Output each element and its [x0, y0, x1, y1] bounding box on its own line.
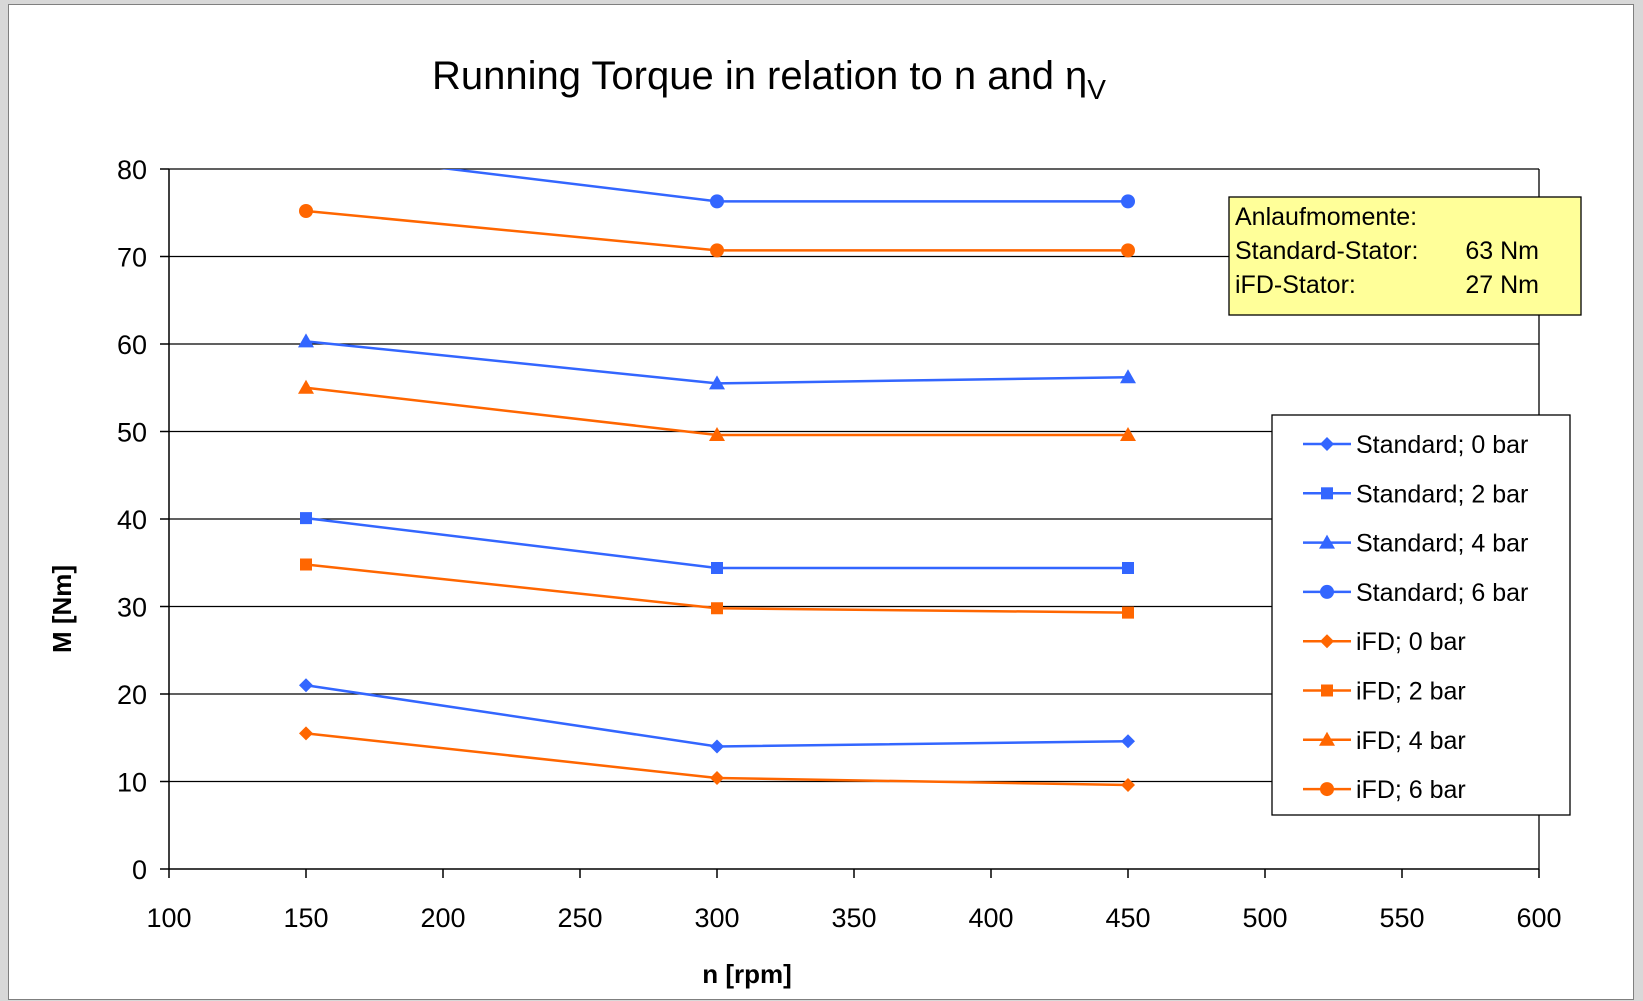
legend-box	[1271, 414, 1571, 816]
x-tick-label-200: 200	[420, 903, 465, 933]
data-point-6-2	[1120, 427, 1136, 441]
chart-svg: Running Torque in relation to n and ηV 0…	[47, 54, 1582, 989]
annotation-box: Anlaufmomente: Standard-Stator: 63 Nm iFD-S…	[1228, 196, 1582, 316]
data-point-0-2	[1121, 734, 1135, 749]
legend-label-1: Standard; 2 bar	[1356, 480, 1528, 508]
axes: 0 10 20 30 40 50 60 70 80 100 150 200 250 300 350 400 45…	[117, 155, 1562, 933]
data-point-4-2	[1121, 778, 1135, 792]
data-point-5-1	[711, 602, 723, 615]
legend-item-0: Standard; 0 bar	[1303, 431, 1528, 459]
data-point-7-1	[710, 243, 724, 258]
series-6	[298, 379, 1136, 441]
legend-label-6: iFD; 4 bar	[1356, 727, 1466, 755]
x-tick-label-100: 100	[146, 903, 191, 933]
legend-marker-3	[1320, 584, 1334, 599]
y-tick-label-60: 60	[117, 330, 147, 360]
legend-label-0: Standard; 0 bar	[1356, 431, 1528, 459]
legend-label-7: iFD; 6 bar	[1356, 776, 1466, 804]
data-point-7-2	[1121, 243, 1135, 258]
legend-label-5: iFD; 2 bar	[1356, 678, 1466, 706]
data-point-5-2	[1122, 606, 1134, 619]
series-7	[299, 204, 1135, 258]
data-point-7-0	[299, 204, 313, 218]
y-tick-label-50: 50	[117, 418, 147, 448]
annotation-heading: Anlaufmomente:	[1235, 203, 1417, 231]
data-point-4-1	[710, 771, 724, 785]
y-axis-title: M [Nm]	[47, 565, 77, 653]
data-point-1-2	[1122, 562, 1134, 574]
annotation-value-1: 27 Nm	[1465, 271, 1539, 299]
y-tick-label-20: 20	[117, 680, 147, 710]
data-point-3-2	[1121, 194, 1135, 209]
data-point-1-1	[711, 562, 723, 574]
series-5	[300, 558, 1134, 619]
data-point-5-0	[300, 558, 312, 571]
legend-marker-7	[1320, 782, 1334, 797]
y-tick-label-30: 30	[117, 593, 147, 623]
legend-label-2: Standard; 4 bar	[1356, 530, 1528, 558]
y-tick-label-40: 40	[117, 505, 147, 535]
annotation-background	[1228, 196, 1582, 316]
x-axis-title: n [rpm]	[702, 959, 792, 989]
legend-item-2: Standard; 4 bar	[1303, 530, 1528, 558]
legend-marker-5	[1321, 684, 1333, 697]
legend-label-4: iFD; 0 bar	[1356, 628, 1466, 656]
legend-marker-1	[1321, 487, 1333, 500]
y-tick-label-10: 10	[117, 768, 147, 798]
data-point-0-0	[299, 678, 313, 693]
chart-frame: Running Torque in relation to n and ηV 0…	[8, 4, 1634, 1000]
legend-item-4: iFD; 0 bar	[1303, 628, 1466, 656]
data-point-3-0	[299, 145, 313, 159]
series-3	[299, 145, 1135, 209]
x-tick-label-400: 400	[968, 903, 1013, 933]
legend-item-1: Standard; 2 bar	[1303, 480, 1528, 508]
series-0	[299, 678, 1135, 754]
series-1	[300, 512, 1134, 574]
legend-marker-6	[1319, 731, 1335, 746]
data-point-1-0	[300, 512, 312, 525]
y-tick-label-70: 70	[117, 243, 147, 273]
legend: Standard; 0 bar Standard; 2 bar Standard; …	[1271, 414, 1571, 816]
annotation-label-0: Standard-Stator:	[1235, 237, 1418, 265]
legend-item-7: iFD; 6 bar	[1303, 776, 1466, 804]
data-point-0-1	[710, 739, 724, 754]
legend-marker-2	[1319, 534, 1335, 549]
data-point-2-2	[1120, 369, 1136, 384]
data-point-2-0	[298, 333, 314, 348]
legend-label-3: Standard; 6 bar	[1356, 579, 1528, 607]
data-point-6-0	[298, 379, 314, 394]
x-tick-label-450: 450	[1105, 903, 1150, 933]
x-tick-label-600: 600	[1516, 903, 1561, 933]
x-tick-label-550: 550	[1379, 903, 1424, 933]
data-point-6-1	[709, 427, 725, 441]
y-tick-label-0: 0	[132, 855, 147, 885]
data-point-4-0	[299, 726, 313, 741]
series-layer	[298, 145, 1136, 792]
x-tick-label-150: 150	[283, 903, 328, 933]
legend-item-6: iFD; 4 bar	[1303, 727, 1466, 755]
y-tick-label-80: 80	[117, 155, 147, 185]
x-tick-label-350: 350	[831, 903, 876, 933]
x-tick-label-500: 500	[1242, 903, 1287, 933]
data-point-3-1	[710, 194, 724, 209]
data-point-2-1	[709, 375, 725, 390]
annotation-label-1: iFD-Stator:	[1235, 271, 1356, 299]
annotation-value-0: 63 Nm	[1465, 237, 1539, 265]
legend-item-5: iFD; 2 bar	[1303, 678, 1466, 706]
x-tick-label-300: 300	[694, 903, 739, 933]
legend-item-3: Standard; 6 bar	[1303, 579, 1528, 607]
chart-title: Running Torque in relation to n and ηV	[432, 54, 1106, 105]
x-tick-label-250: 250	[557, 903, 602, 933]
legend-marker-0	[1320, 437, 1334, 451]
legend-marker-4	[1320, 634, 1334, 649]
series-4	[299, 726, 1135, 792]
series-2	[298, 333, 1136, 390]
